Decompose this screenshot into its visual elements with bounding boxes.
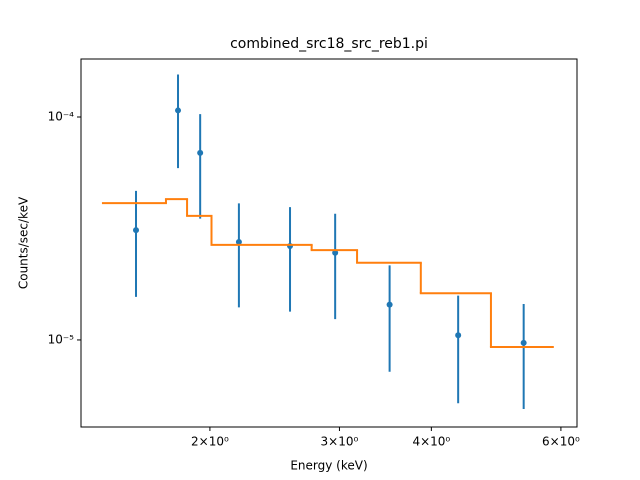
y-tick-label: 10⁻⁴ [48,109,75,123]
x-tick-label: 2×10⁰ [191,435,229,449]
y-axis-label: Counts/sec/keV [17,196,31,289]
x-tick-label: 4×10⁰ [412,435,450,449]
data-point [175,107,182,114]
data-point [455,332,462,339]
data-point [235,238,242,245]
data-point [287,242,294,249]
data-point [386,301,393,308]
x-tick-label: 3×10⁰ [321,435,359,449]
data-point [520,339,527,346]
x-tick-label: 6×10⁰ [542,435,580,449]
x-axis-label: Energy (keV) [290,459,367,473]
data-point [133,227,140,234]
plot-frame [80,58,578,428]
data-point [332,249,339,256]
data-point [197,149,204,156]
y-tick-label: 10⁻⁵ [48,332,75,346]
chart-title: combined_src18_src_reb1.pi [230,36,428,52]
